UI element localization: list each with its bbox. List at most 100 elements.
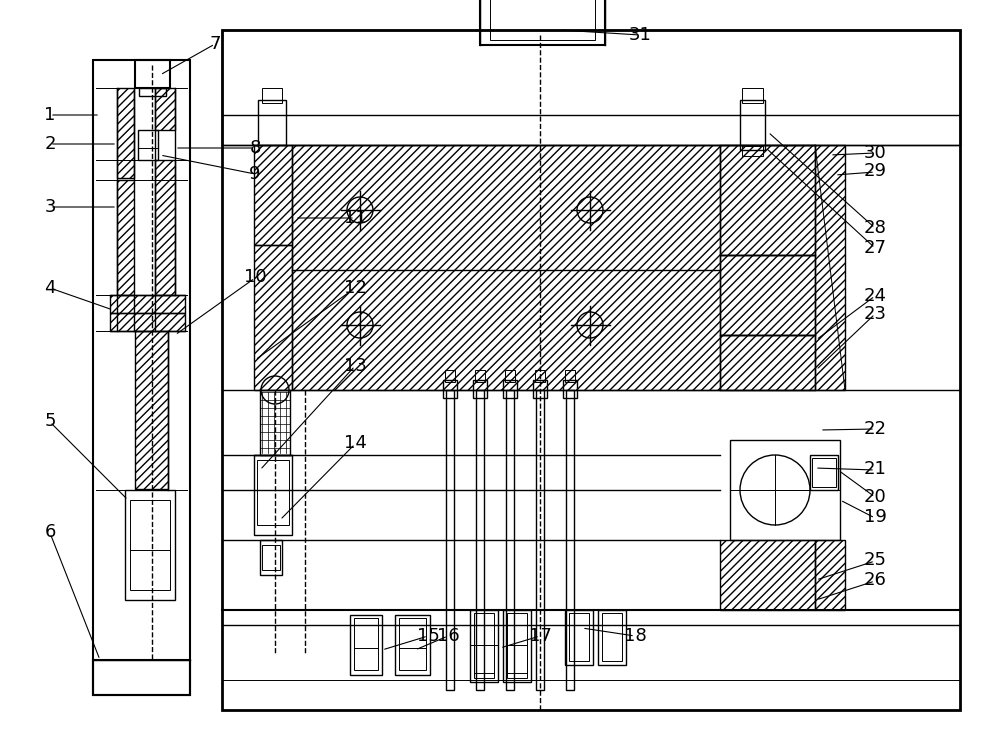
Bar (260, 390, 290, 455)
Bar (443, 380, 457, 398)
Bar (730, 440, 840, 540)
Bar (602, 613, 622, 661)
Text: 26: 26 (864, 571, 886, 589)
Bar (740, 100, 765, 150)
Bar (815, 145, 845, 390)
Bar (350, 615, 382, 675)
Text: 11: 11 (344, 209, 366, 227)
Bar (720, 540, 815, 610)
Text: 4: 4 (44, 279, 56, 297)
Text: 31: 31 (629, 27, 651, 44)
Bar (135, 60, 170, 88)
Text: 2: 2 (44, 135, 56, 153)
Bar (135, 331, 168, 489)
Bar (815, 540, 845, 610)
Text: 19: 19 (864, 508, 886, 526)
Bar (117, 88, 134, 178)
Bar (810, 455, 838, 490)
Bar (262, 545, 280, 570)
Bar (565, 610, 593, 665)
Text: 8: 8 (249, 139, 261, 157)
Text: 1: 1 (44, 106, 56, 123)
Bar (566, 390, 574, 690)
Bar (222, 30, 960, 145)
Text: 3: 3 (44, 198, 56, 216)
Bar (93, 660, 190, 695)
Text: 22: 22 (864, 420, 887, 437)
Bar (565, 370, 575, 382)
Bar (155, 88, 175, 130)
Text: 21: 21 (864, 460, 886, 478)
Bar (503, 610, 531, 682)
Text: 20: 20 (864, 488, 886, 505)
Bar (742, 146, 763, 156)
Bar (535, 370, 545, 382)
Bar (475, 370, 485, 382)
Bar (354, 618, 378, 670)
Bar (490, 0, 595, 40)
Bar (742, 88, 763, 103)
Text: 29: 29 (864, 163, 887, 180)
Bar (507, 645, 527, 673)
Bar (399, 618, 426, 670)
Bar (507, 613, 527, 678)
Bar (155, 160, 175, 295)
Bar (254, 455, 292, 535)
Bar (117, 180, 134, 295)
Bar (395, 615, 430, 675)
Bar (257, 460, 289, 525)
Bar (125, 490, 175, 600)
Bar (254, 245, 292, 390)
Text: 27: 27 (864, 239, 887, 256)
Bar (506, 390, 514, 690)
Text: 13: 13 (344, 357, 366, 375)
Bar (138, 130, 158, 160)
Bar (563, 380, 577, 398)
Bar (505, 370, 515, 382)
Text: 9: 9 (249, 165, 261, 183)
Bar (536, 390, 544, 690)
Bar (260, 540, 282, 575)
Bar (474, 645, 494, 673)
Text: 15: 15 (417, 627, 439, 644)
Bar (93, 60, 190, 695)
Text: 30: 30 (864, 144, 886, 162)
Text: 5: 5 (44, 412, 56, 430)
Bar (445, 370, 455, 382)
Text: 16: 16 (437, 627, 459, 644)
Bar (446, 390, 454, 690)
Text: 14: 14 (344, 435, 366, 452)
Bar (503, 380, 517, 398)
Bar (598, 610, 626, 665)
Text: 24: 24 (864, 287, 887, 304)
Bar (812, 458, 836, 487)
Bar (569, 613, 589, 661)
Bar (139, 88, 166, 96)
Bar (720, 255, 815, 335)
Bar (110, 295, 185, 313)
Bar (254, 145, 292, 245)
Text: 23: 23 (864, 305, 887, 323)
Bar (474, 613, 494, 678)
Text: 25: 25 (864, 551, 887, 569)
Bar (258, 100, 286, 145)
Bar (470, 610, 498, 682)
Bar (222, 30, 960, 710)
Text: 18: 18 (624, 627, 646, 644)
Bar (110, 313, 185, 331)
Text: 12: 12 (344, 279, 366, 297)
Text: 28: 28 (864, 219, 886, 236)
Bar (476, 390, 484, 690)
Bar (473, 380, 487, 398)
Bar (130, 500, 170, 590)
Bar (720, 335, 815, 390)
Text: 6: 6 (44, 523, 56, 541)
Text: 7: 7 (209, 35, 221, 53)
Text: 10: 10 (244, 268, 266, 286)
Bar (480, 0, 605, 45)
Bar (262, 88, 282, 103)
Bar (292, 145, 720, 390)
Bar (533, 380, 547, 398)
Text: 17: 17 (529, 627, 551, 644)
Bar (720, 145, 815, 255)
